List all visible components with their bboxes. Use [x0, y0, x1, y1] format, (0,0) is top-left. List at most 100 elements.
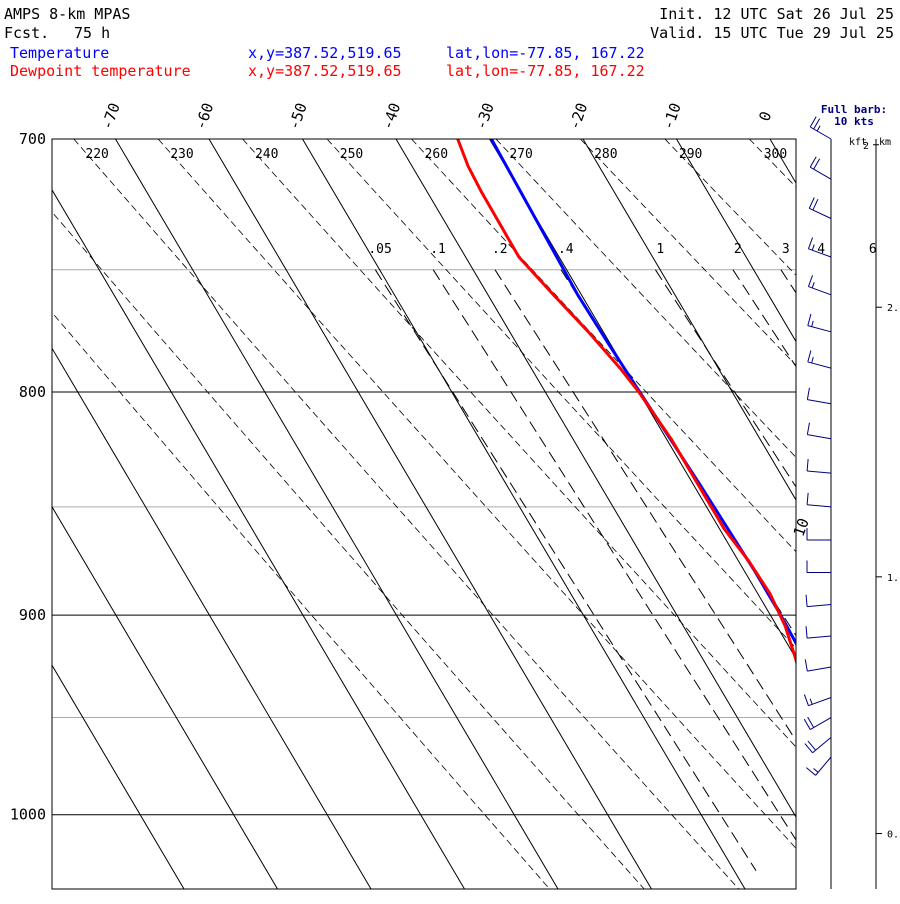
wind-barb-flag [808, 350, 811, 362]
temperature-tick-label: -20 [565, 100, 591, 132]
mixing-ratio-label: 2 [734, 242, 742, 257]
wind-barb-flag [806, 595, 807, 607]
wind-barb-staff [808, 697, 831, 705]
wind-barb-staff [810, 167, 831, 179]
pressure-tick-label: 700 [19, 130, 46, 148]
barb-title-line2: 10 kts [834, 115, 874, 128]
dry-adiabat [834, 139, 900, 889]
wind-barb-flag [808, 314, 811, 326]
temperature-tick-label: -10 [659, 100, 685, 132]
wind-barb [806, 757, 831, 775]
theta-label: 280 [594, 147, 617, 162]
wind-barb-flag [808, 238, 812, 249]
wind-barb-flag [809, 197, 814, 208]
km-tick-label: 0. [887, 830, 899, 841]
temperature-tick-label: -70 [98, 100, 124, 132]
theta-label: 250 [340, 147, 363, 162]
wind-barb-flag [806, 626, 807, 638]
wind-barb-half [817, 126, 820, 131]
wind-barb [808, 275, 831, 294]
wind-barb-staff [816, 757, 831, 775]
temperature-tick-label: -30 [472, 100, 498, 132]
wind-barb-staff [807, 505, 831, 507]
legend-dewpoint-name: Dewpoint temperature [10, 62, 191, 80]
wind-barb-staff [807, 435, 831, 439]
temperature-tick-label: -40 [378, 100, 404, 132]
wind-barb-flag [807, 459, 808, 471]
km-tick-label: 2. [887, 303, 899, 314]
wind-barb [810, 157, 831, 179]
wind-barb-panel: 86422.1.0. [804, 0, 899, 889]
legend-temperature-name: Temperature [10, 44, 109, 62]
temperature-tick-label: -50 [285, 100, 311, 132]
wind-barb-half [814, 768, 819, 772]
wind-barb [806, 626, 831, 638]
wind-barb-half [812, 245, 814, 251]
wind-barb-half [812, 357, 814, 363]
wind-barb [806, 595, 831, 607]
km-axis-label: km [879, 137, 891, 148]
mixing-ratio-label: .1 [430, 242, 446, 257]
fcst-value: 75 h [74, 24, 110, 42]
theta-label: 290 [679, 147, 702, 162]
wind-barb-staff [807, 636, 831, 638]
mixing-ratio-label: .05 [368, 242, 391, 257]
wind-barb-half [812, 282, 814, 288]
plot-background [52, 139, 796, 889]
kft-tick-label: 2 [863, 141, 869, 152]
wind-barb [808, 350, 831, 368]
valid-time: Valid. 15 UTC Tue 29 Jul 25 [650, 24, 894, 42]
wind-barb-flag [808, 275, 812, 286]
wind-barb-staff [810, 127, 831, 139]
wind-barb-flag [807, 388, 809, 400]
wind-barb-staff [808, 287, 831, 295]
legend-temperature-coords: x,y=387.52,519.65 [248, 44, 402, 62]
wind-barb-flag [807, 493, 808, 505]
wind-barb [807, 528, 831, 540]
wind-barb-staff [807, 471, 831, 473]
wind-barb-flag [805, 659, 807, 671]
theta-label: 230 [170, 147, 193, 162]
wind-barb-staff [807, 605, 831, 607]
mixing-ratio-line [781, 270, 900, 871]
theta-label: 260 [425, 147, 448, 162]
wind-barb-staff [807, 400, 831, 404]
wind-barb [805, 659, 831, 671]
wind-barb [810, 117, 831, 139]
wind-barb [808, 314, 831, 332]
fcst-label: Fcst. [4, 24, 49, 42]
pressure-tick-label: 1000 [10, 806, 46, 824]
wind-barb-staff [807, 667, 831, 671]
legend-dewpoint-coords: x,y=387.52,519.65 [248, 62, 402, 80]
mixing-ratio-label: .4 [558, 242, 574, 257]
mixing-ratio-label: 3 [782, 242, 790, 257]
mixing-ratio-line [868, 270, 900, 871]
theta-label: 220 [85, 147, 108, 162]
wind-barb-half [812, 321, 814, 327]
temperature-tick-label: 0 [755, 109, 775, 124]
wind-barb [807, 423, 831, 439]
wind-barb-flag [804, 694, 808, 705]
wind-barb [804, 694, 831, 705]
wind-barb [807, 493, 831, 507]
wind-barb [807, 388, 831, 404]
mixing-ratio-label: .2 [492, 242, 508, 257]
wind-barb [807, 561, 831, 573]
legend-dewpoint-latlon: lat,lon=-77.85, 167.22 [446, 62, 645, 80]
init-time: Init. 12 UTC Sat 26 Jul 25 [659, 5, 894, 23]
wind-barb [805, 737, 831, 752]
pressure-tick-label: 900 [19, 606, 46, 624]
km-tick-label: 1. [887, 573, 899, 584]
mixing-ratio-label: 1 [656, 242, 664, 257]
pressure-tick-label: 800 [19, 383, 46, 401]
theta-label: 240 [255, 147, 278, 162]
wind-barb-flag [807, 423, 809, 435]
theta-label: 300 [764, 147, 787, 162]
legend-temperature-latlon: lat,lon=-77.85, 167.22 [446, 44, 645, 62]
theta-label: 270 [509, 147, 532, 162]
wind-barb-flag [813, 199, 818, 210]
wind-barb [807, 459, 831, 473]
wind-barb-half [810, 699, 812, 705]
